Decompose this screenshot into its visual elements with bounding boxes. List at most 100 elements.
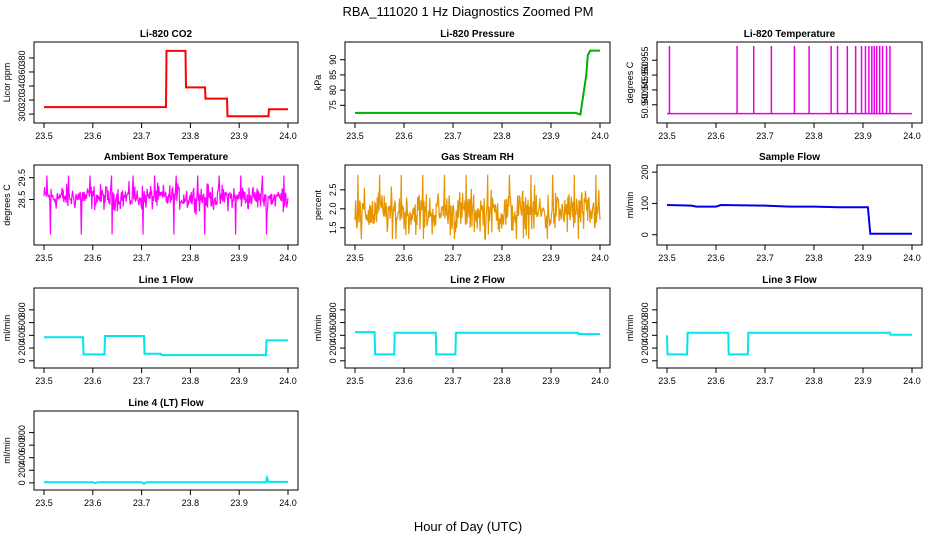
plot-frame bbox=[33, 164, 299, 246]
x-tick-label: 23.5 bbox=[658, 376, 676, 386]
series-line bbox=[44, 335, 288, 357]
x-tick-label: 24.0 bbox=[591, 253, 609, 263]
x-tick-label: 23.5 bbox=[35, 376, 53, 386]
y-tick-label: 200 bbox=[640, 165, 650, 180]
x-tick-label: 23.8 bbox=[493, 253, 511, 263]
y-tick-label: 2.0 bbox=[328, 203, 338, 216]
y-tick-label: 400 bbox=[640, 328, 650, 343]
y-tick-label: 50.955 bbox=[640, 46, 650, 74]
y-axis-label: ml/min bbox=[313, 315, 323, 342]
y-tick-label: 0 bbox=[328, 358, 338, 363]
panel-gas_rh: Gas Stream RH percent 23.5 23.6 23.7 23.8 23.9… bbox=[313, 152, 611, 263]
y-tick-label: 600 bbox=[640, 315, 650, 330]
series-line bbox=[666, 331, 912, 356]
x-tick-label: 24.0 bbox=[591, 376, 609, 386]
y-tick-label: 400 bbox=[17, 450, 27, 465]
panel-co2: Li-820 CO2 Licor ppm 23.5 23.6 23.7 23.8 23.9 2… bbox=[2, 29, 299, 141]
x-tick-label: 23.6 bbox=[395, 253, 413, 263]
y-tick-label: 600 bbox=[328, 315, 338, 330]
y-tick-label: 50.950 bbox=[640, 61, 650, 89]
y-tick-label: 90 bbox=[328, 55, 338, 65]
y-tick-label: 320 bbox=[17, 93, 27, 108]
x-tick-label: 23.6 bbox=[395, 376, 413, 386]
y-axis-label: degrees C bbox=[2, 184, 12, 226]
y-tick-label: 300 bbox=[17, 107, 27, 122]
x-tick-label: 23.9 bbox=[542, 376, 560, 386]
series-line bbox=[354, 174, 601, 242]
x-tick-label: 24.0 bbox=[279, 498, 297, 508]
y-tick-label: 50.945 bbox=[640, 76, 650, 104]
x-tick-label: 23.5 bbox=[346, 253, 364, 263]
x-tick-label: 23.9 bbox=[542, 253, 560, 263]
y-axis-label: kPa bbox=[313, 75, 323, 91]
plot-frame bbox=[656, 287, 923, 369]
panel-title: Li-820 Pressure bbox=[440, 29, 515, 40]
series-line bbox=[44, 49, 288, 118]
y-tick-label: 600 bbox=[17, 438, 27, 453]
y-tick-label: 340 bbox=[17, 78, 27, 93]
y-tick-label: 100 bbox=[640, 196, 650, 211]
figure-xlabel: Hour of Day (UTC) bbox=[414, 519, 522, 534]
y-tick-label: 200 bbox=[328, 341, 338, 356]
x-tick-label: 23.9 bbox=[230, 253, 248, 263]
x-tick-label: 24.0 bbox=[279, 376, 297, 386]
y-tick-label: 800 bbox=[17, 425, 27, 440]
x-tick-label: 23.9 bbox=[230, 376, 248, 386]
plot-frame bbox=[344, 287, 611, 369]
y-tick-label: 50.940 bbox=[640, 91, 650, 119]
x-tick-label: 23.7 bbox=[133, 498, 151, 508]
y-tick-label: 1.5 bbox=[328, 221, 338, 234]
panel-pressure: Li-820 Pressure kPa 23.5 23.6 23.7 23.8 23.9 24… bbox=[313, 29, 611, 141]
series-line bbox=[666, 203, 912, 235]
x-tick-label: 23.8 bbox=[493, 376, 511, 386]
y-tick-label: 360 bbox=[17, 64, 27, 79]
y-tick-label: 29.5 bbox=[17, 169, 27, 187]
y-tick-label: 85 bbox=[328, 70, 338, 80]
x-tick-label: 23.5 bbox=[35, 131, 53, 141]
x-tick-label: 23.8 bbox=[182, 376, 200, 386]
panel-line1_flow: Line 1 Flow ml/min 23.5 23.6 23.7 23.8 23.9 24.… bbox=[2, 275, 299, 386]
y-tick-label: 0 bbox=[640, 232, 650, 237]
x-tick-label: 23.8 bbox=[182, 131, 200, 141]
x-tick-label: 23.9 bbox=[854, 131, 872, 141]
y-tick-label: 200 bbox=[640, 341, 650, 356]
y-tick-label: 0 bbox=[17, 358, 27, 363]
x-tick-label: 23.6 bbox=[707, 376, 725, 386]
panel-title: Line 3 Flow bbox=[762, 275, 817, 286]
panel-title: Li-820 CO2 bbox=[140, 29, 193, 40]
panel-line3_flow: Line 3 Flow ml/min 23.5 23.6 23.7 23.8 23.9 24.… bbox=[625, 275, 923, 386]
x-tick-label: 23.7 bbox=[133, 376, 151, 386]
x-tick-label: 23.8 bbox=[182, 498, 200, 508]
y-tick-label: 80 bbox=[328, 85, 338, 95]
panel-title: Ambient Box Temperature bbox=[104, 152, 229, 163]
series-line bbox=[44, 474, 288, 485]
y-tick-label: 0 bbox=[17, 480, 27, 485]
y-tick-label: 800 bbox=[17, 302, 27, 317]
y-tick-label: 28.5 bbox=[17, 191, 27, 209]
x-tick-label: 23.7 bbox=[133, 253, 151, 263]
x-tick-label: 23.6 bbox=[84, 131, 102, 141]
x-tick-label: 23.8 bbox=[805, 253, 823, 263]
panel-title: Li-820 Temperature bbox=[744, 29, 836, 40]
x-tick-label: 23.8 bbox=[805, 131, 823, 141]
x-tick-label: 23.7 bbox=[444, 376, 462, 386]
panel-title: Sample Flow bbox=[759, 152, 820, 163]
x-tick-label: 23.6 bbox=[84, 253, 102, 263]
x-tick-label: 24.0 bbox=[279, 253, 297, 263]
plot-frame bbox=[33, 41, 299, 124]
y-tick-label: 400 bbox=[17, 328, 27, 343]
x-tick-label: 23.7 bbox=[756, 253, 774, 263]
x-tick-label: 23.8 bbox=[182, 253, 200, 263]
panel-line2_flow: Line 2 Flow ml/min 23.5 23.6 23.7 23.8 23.9 24.… bbox=[313, 275, 611, 386]
x-tick-label: 23.8 bbox=[493, 131, 511, 141]
x-tick-label: 23.7 bbox=[756, 376, 774, 386]
x-tick-label: 23.9 bbox=[230, 498, 248, 508]
y-tick-label: 200 bbox=[17, 463, 27, 478]
panels: Li-820 CO2 Licor ppm 23.5 23.6 23.7 23.8 23.9 2… bbox=[2, 29, 923, 508]
plot-frame bbox=[33, 410, 299, 491]
y-axis-label: ml/min bbox=[2, 315, 12, 342]
x-tick-label: 23.5 bbox=[35, 253, 53, 263]
x-tick-label: 23.7 bbox=[133, 131, 151, 141]
panel-ambient_temp: Ambient Box Temperature degrees C 23.5 23.6… bbox=[2, 152, 299, 263]
